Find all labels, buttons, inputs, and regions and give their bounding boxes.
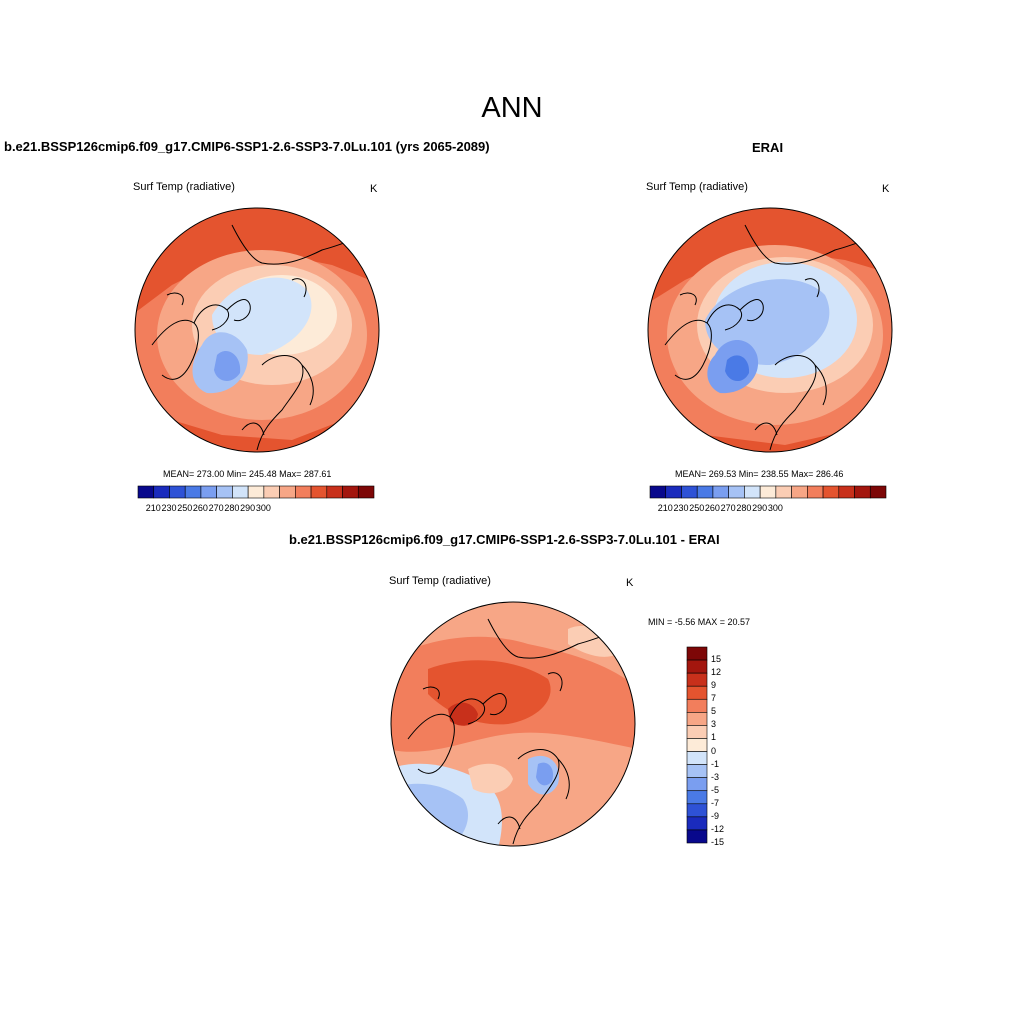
panel1-title: b.e21.BSSP126cmip6.f09_g17.CMIP6-SSP1-2.… xyxy=(4,139,490,154)
colorbar-tick-label: 1 xyxy=(711,732,717,743)
colorbar-tick-label: 270 xyxy=(208,503,224,513)
panel2-variable-label: Surf Temp (radiative) xyxy=(646,181,748,193)
colorbar-swatch xyxy=(791,485,808,499)
panel2-colorbar xyxy=(649,485,887,499)
colorbar-swatch xyxy=(357,485,375,499)
panel1-units-label: K xyxy=(370,183,378,195)
colorbar-swatch xyxy=(728,485,745,499)
colorbar-swatch xyxy=(869,485,887,499)
colorbar-tick-label: 290 xyxy=(752,503,768,513)
panel1-colorbar xyxy=(137,485,375,499)
colorbar-tick-label: 210 xyxy=(657,503,673,513)
colorbar-swatch xyxy=(247,485,265,499)
colorbar-tick-label: 3 xyxy=(711,719,717,730)
colorbar-tick-label: 300 xyxy=(767,503,783,513)
colorbar-swatch xyxy=(686,659,708,674)
colorbar-tick-label: -1 xyxy=(711,758,720,769)
colorbar-swatch xyxy=(838,485,855,499)
colorbar-swatch xyxy=(686,685,708,700)
colorbar-swatch xyxy=(686,803,708,818)
colorbar-tick-label: -3 xyxy=(711,771,720,782)
panel3-variable-label: Surf Temp (radiative) xyxy=(389,575,491,587)
colorbar-tick-label: 7 xyxy=(711,693,717,704)
colorbar-swatch xyxy=(744,485,761,499)
colorbar-swatch xyxy=(686,672,708,687)
colorbar-swatch xyxy=(686,829,708,844)
panel1-variable-label: Surf Temp (radiative) xyxy=(133,181,235,193)
colorbar-swatch xyxy=(665,485,682,499)
colorbar-tick-label: 5 xyxy=(711,706,717,717)
colorbar-swatch xyxy=(649,485,667,499)
panel2-polar-map xyxy=(647,207,893,453)
colorbar-tick-label: 260 xyxy=(192,503,208,513)
colorbar-swatch xyxy=(216,485,233,499)
colorbar-swatch xyxy=(153,485,170,499)
panel2-title: ERAI xyxy=(752,140,784,155)
colorbar-tick-label: 250 xyxy=(689,503,705,513)
colorbar-tick-label: 280 xyxy=(224,503,240,513)
colorbar-tick-label: 15 xyxy=(711,654,722,665)
colorbar-tick-label: 270 xyxy=(720,503,736,513)
colorbar-swatch xyxy=(310,485,328,499)
colorbar-swatch xyxy=(184,485,202,499)
colorbar-tick-label: 260 xyxy=(704,503,720,513)
main-title: ANN xyxy=(481,92,543,124)
colorbar-swatch xyxy=(759,485,777,499)
colorbar-swatch xyxy=(822,485,840,499)
panel2-colorbar-ticks: 210 230 250 260 270 280 290 300 xyxy=(650,503,886,515)
colorbar-swatch xyxy=(686,751,708,765)
panel3-units-label: K xyxy=(626,577,634,589)
colorbar-tick-label: -15 xyxy=(711,837,725,847)
panel3-colorbar xyxy=(686,646,708,844)
colorbar-swatch xyxy=(686,712,708,726)
colorbar-tick-label: 12 xyxy=(711,667,722,678)
panel3-stats: MIN = -5.56 MAX = 20.57 xyxy=(648,617,751,627)
colorbar-tick-label: 250 xyxy=(177,503,193,513)
colorbar-swatch xyxy=(686,738,708,752)
colorbar-swatch xyxy=(681,485,698,499)
colorbar-swatch xyxy=(279,485,296,499)
colorbar-swatch xyxy=(686,725,708,739)
colorbar-tick-label: -5 xyxy=(711,784,720,795)
colorbar-swatch xyxy=(326,485,343,499)
panel3-polar-map xyxy=(390,601,636,847)
colorbar-swatch xyxy=(775,485,792,499)
colorbar-swatch xyxy=(807,485,824,499)
colorbar-tick-label: 9 xyxy=(711,680,717,691)
colorbar-swatch xyxy=(686,790,708,805)
colorbar-swatch xyxy=(263,485,280,499)
colorbar-swatch xyxy=(232,485,249,499)
colorbar-tick-label: 230 xyxy=(673,503,689,513)
colorbar-tick-label: -12 xyxy=(711,823,725,834)
colorbar-swatch xyxy=(295,485,312,499)
colorbar-swatch xyxy=(169,485,186,499)
colorbar-tick-label: 300 xyxy=(255,503,271,513)
colorbar-swatch xyxy=(696,485,714,499)
colorbar-swatch xyxy=(137,485,155,499)
colorbar-swatch xyxy=(686,816,708,831)
colorbar-tick-label: -9 xyxy=(711,810,720,821)
panel2-units-label: K xyxy=(882,183,890,195)
colorbar-tick-label: 280 xyxy=(736,503,752,513)
colorbar-swatch xyxy=(342,485,359,499)
panel3-title: b.e21.BSSP126cmip6.f09_g17.CMIP6-SSP1-2.… xyxy=(289,532,720,547)
colorbar-swatch xyxy=(854,485,871,499)
panel3-colorbar-ticks: 15 12 9 7 5 3 1 0 -1 -3 -5 -7 -9 -12 -15 xyxy=(711,647,741,847)
colorbar-swatch xyxy=(712,485,729,499)
colorbar-swatch xyxy=(200,485,217,499)
colorbar-tick-label: 290 xyxy=(240,503,256,513)
panel1-polar-map xyxy=(134,207,380,453)
panel1-stats: MEAN= 273.00 Min= 245.48 Max= 287.61 xyxy=(163,469,332,479)
colorbar-swatch xyxy=(686,777,708,792)
colorbar-tick-label: 210 xyxy=(145,503,161,513)
colorbar-tick-label: -7 xyxy=(711,797,720,808)
colorbar-tick-label: 230 xyxy=(161,503,177,513)
colorbar-swatch xyxy=(686,646,708,661)
colorbar-swatch xyxy=(686,764,708,778)
panel2-stats: MEAN= 269.53 Min= 238.55 Max= 286.46 xyxy=(675,469,844,479)
panel1-colorbar-ticks: 210 230 250 260 270 280 290 300 xyxy=(138,503,374,515)
colorbar-swatch xyxy=(686,698,708,713)
colorbar-tick-label: 0 xyxy=(711,745,717,756)
